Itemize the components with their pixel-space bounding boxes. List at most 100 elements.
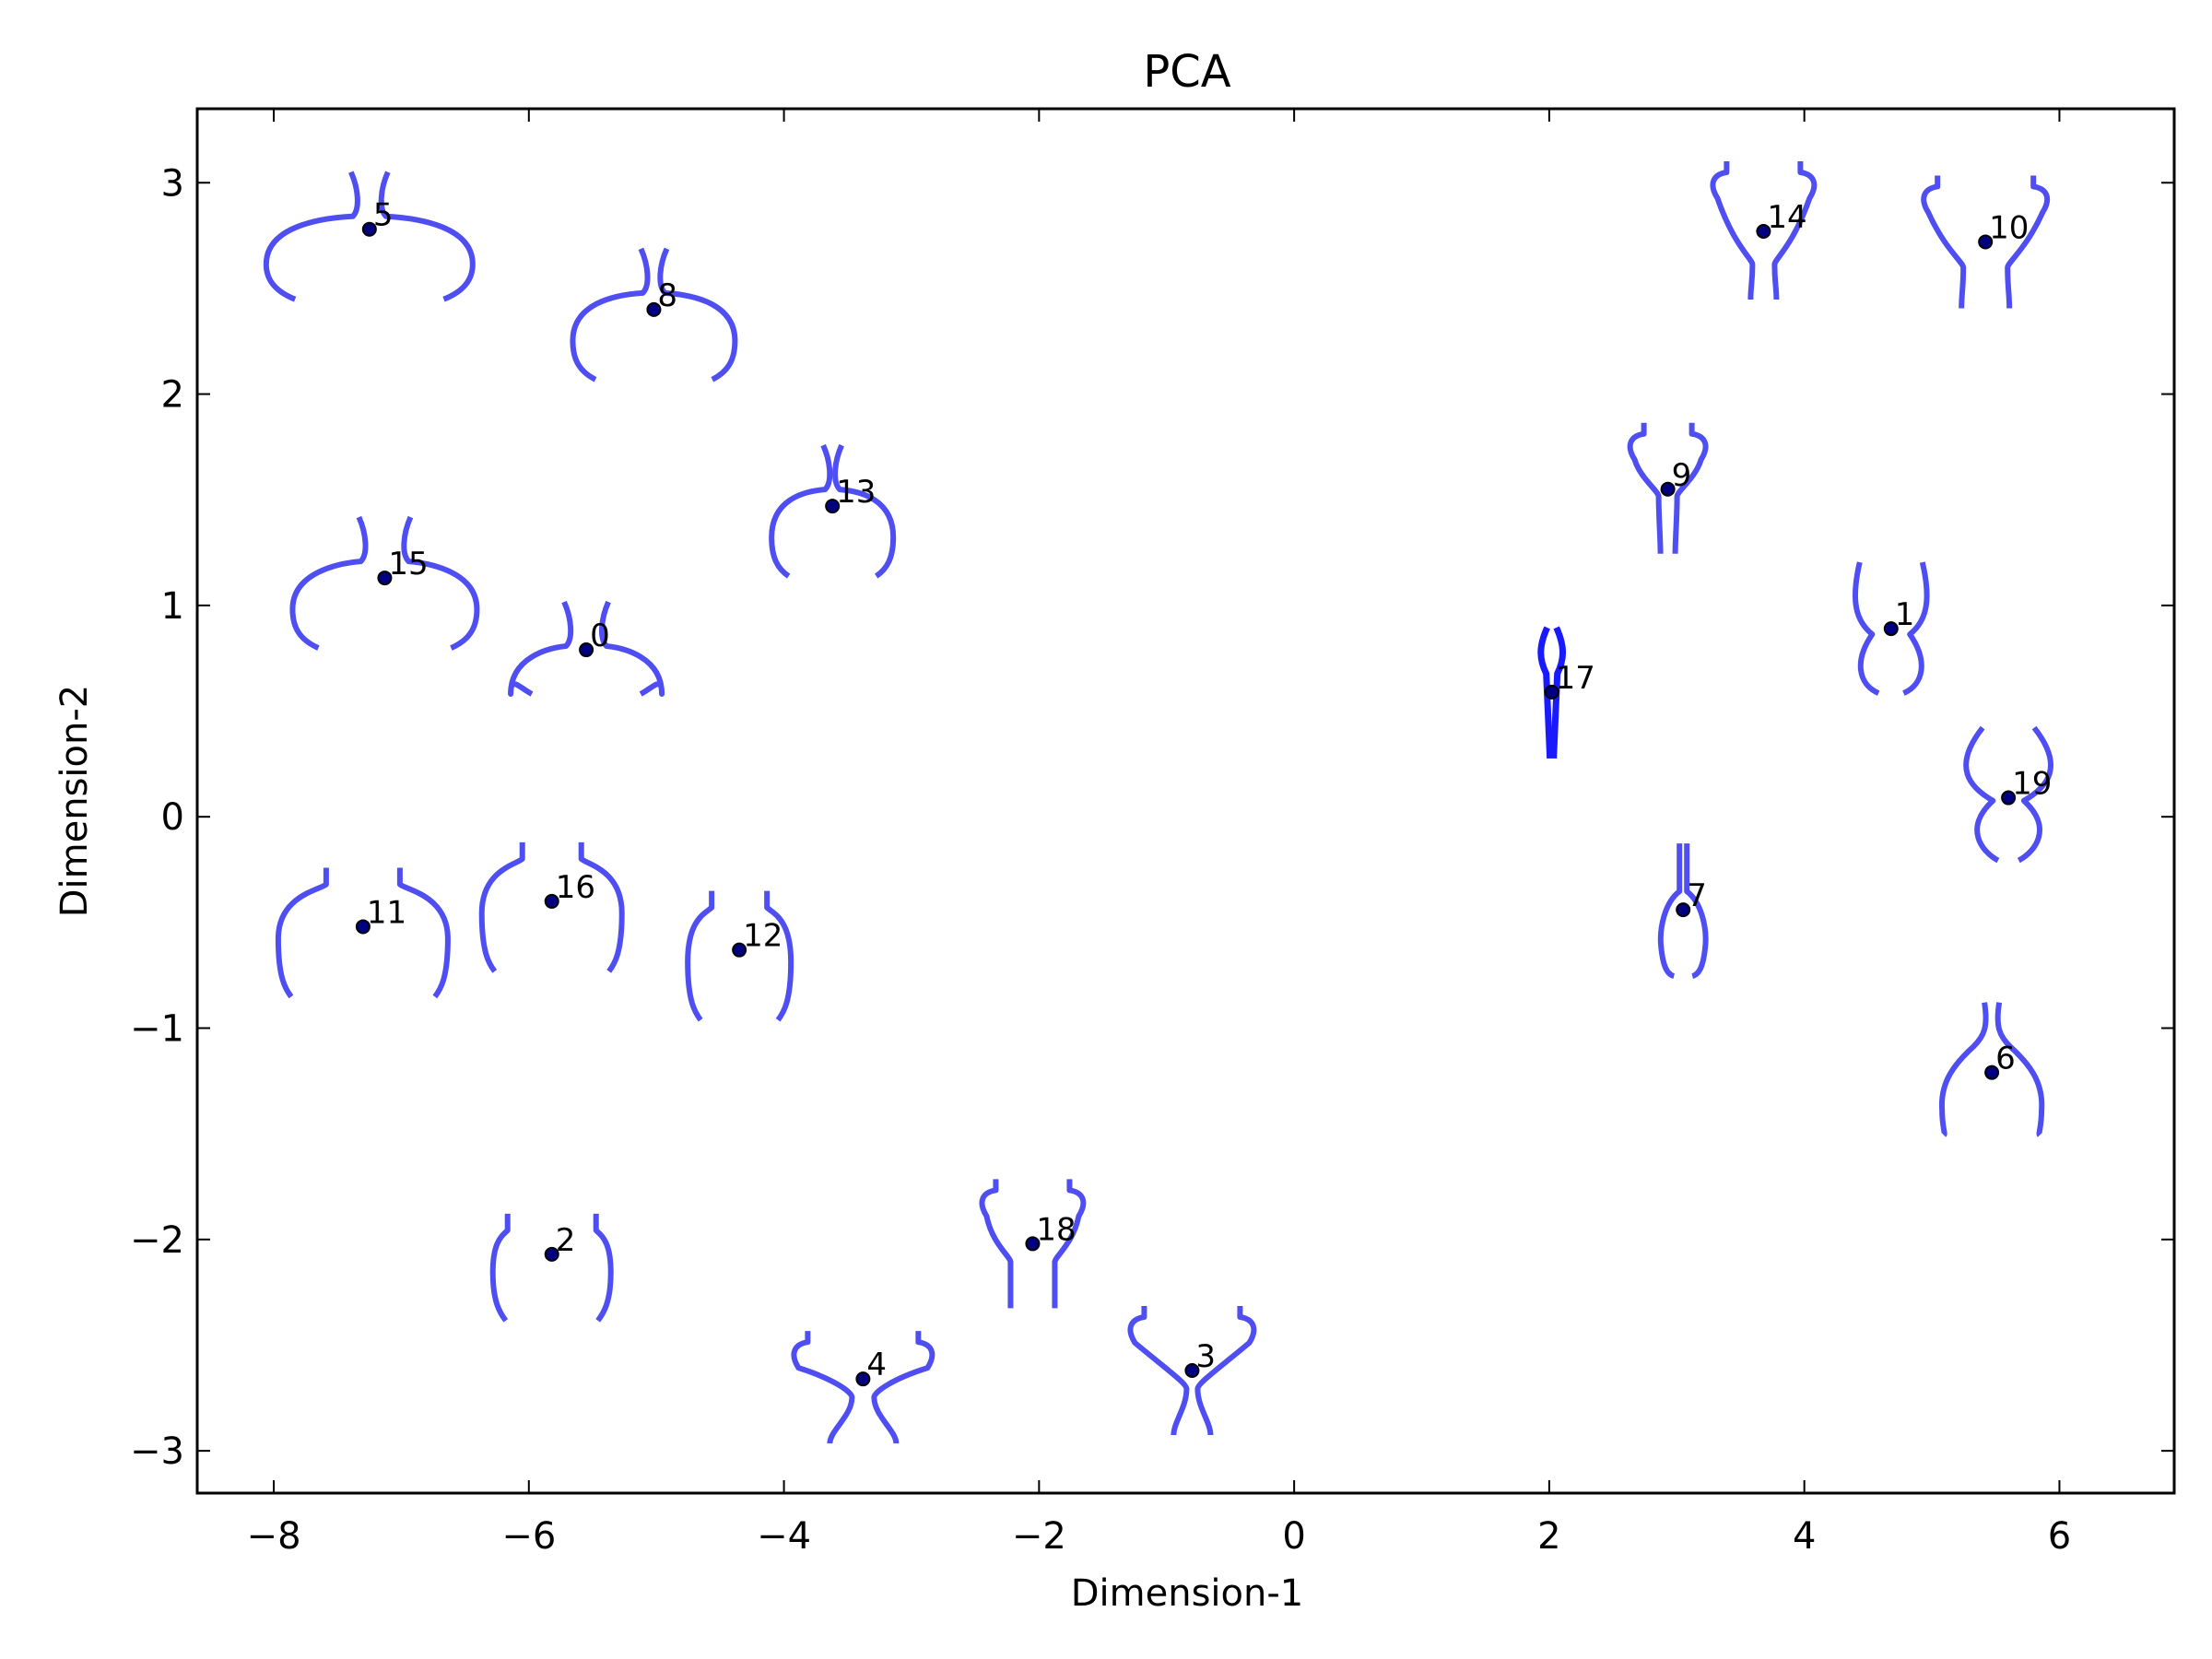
data-point-19 — [2001, 790, 2017, 806]
glyph-stroke — [1550, 626, 1567, 759]
glyph-stroke — [1994, 1002, 2045, 1137]
y-tick-label: 2 — [161, 374, 184, 417]
glyph-stroke — [1710, 161, 1756, 300]
glyph-layer — [263, 161, 2054, 1444]
data-point-11 — [355, 919, 371, 935]
y-tick-label: −1 — [130, 1008, 184, 1051]
glyph-stroke — [289, 515, 369, 651]
glyph-stroke — [685, 890, 715, 1022]
glyph-stroke — [657, 247, 738, 382]
data-point-9 — [1660, 481, 1676, 497]
x-axis-label: Dimension-1 — [1071, 1572, 1304, 1615]
data-point-16 — [544, 893, 559, 909]
glyph-stroke — [2005, 175, 2051, 309]
glyph-14 — [1710, 161, 1818, 300]
data-point-4 — [855, 1371, 871, 1387]
data-point-3 — [1184, 1362, 1200, 1378]
glyph-stroke — [1194, 1305, 1257, 1436]
glyph-11 — [275, 867, 451, 999]
glyph-stroke — [1127, 1305, 1190, 1436]
y-tick-label: 3 — [161, 162, 184, 205]
glyph-stroke — [979, 1179, 1014, 1309]
glyph-1 — [1852, 561, 1930, 696]
point-label-19: 19 — [2012, 766, 2052, 803]
glyph-stroke — [769, 443, 833, 579]
point-label-16: 16 — [556, 869, 595, 906]
glyph-stroke — [1852, 561, 1880, 696]
glyph-16 — [478, 841, 625, 973]
data-point-1 — [1883, 621, 1899, 637]
x-tick-label: 2 — [1537, 1515, 1560, 1558]
glyph-stroke — [1939, 1002, 1989, 1137]
y-tick-label: 1 — [161, 585, 184, 628]
point-label-4: 4 — [866, 1347, 887, 1383]
point-label-15: 15 — [388, 546, 428, 582]
point-label-17: 17 — [1556, 660, 1595, 697]
x-tick-label: −6 — [501, 1515, 556, 1558]
glyph-stroke — [1627, 422, 1664, 554]
data-point-6 — [1984, 1065, 2000, 1080]
data-point-0 — [579, 642, 594, 658]
glyph-stroke — [378, 171, 476, 302]
glyph-stroke — [1537, 626, 1554, 759]
glyph-8 — [570, 247, 738, 382]
glyph-stroke — [871, 1331, 935, 1444]
glyph-stroke — [396, 867, 451, 999]
point-label-0: 0 — [590, 618, 610, 654]
point-label-13: 13 — [836, 474, 876, 511]
x-tick-label: −4 — [757, 1515, 811, 1558]
glyph-stroke — [599, 600, 665, 698]
point-label-5: 5 — [373, 197, 394, 234]
data-point-8 — [646, 301, 662, 317]
glyph-stroke — [263, 171, 360, 302]
glyph-stroke — [578, 841, 625, 973]
glyph-stroke — [1901, 561, 1930, 696]
glyph-12 — [685, 890, 794, 1022]
data-point-13 — [825, 499, 841, 514]
y-tick-label: −2 — [130, 1219, 184, 1262]
glyph-stroke — [489, 1213, 511, 1323]
point-label-1: 1 — [1895, 596, 1915, 633]
point-label-10: 10 — [1989, 209, 2029, 246]
point-label-9: 9 — [1672, 457, 1692, 494]
glyph-3 — [1127, 1305, 1257, 1436]
data-point-18 — [1025, 1236, 1041, 1252]
glyph-stroke — [764, 890, 794, 1022]
data-point-7 — [1676, 902, 1691, 918]
x-tick-label: −2 — [1012, 1515, 1066, 1558]
chart-title: PCA — [1143, 46, 1230, 98]
y-axis-label: Dimension-2 — [53, 685, 96, 918]
point-label-3: 3 — [1195, 1338, 1216, 1375]
glyph-stroke — [1963, 725, 2000, 864]
data-point-14 — [1756, 224, 1771, 240]
data-point-5 — [361, 221, 377, 237]
point-label-7: 7 — [1687, 877, 1707, 914]
x-tick-label: 0 — [1282, 1515, 1305, 1558]
glyph-7 — [1657, 843, 1709, 980]
point-label-8: 8 — [657, 277, 677, 314]
glyph-17 — [1537, 626, 1567, 759]
glyph-stroke — [832, 443, 897, 579]
glyph-10 — [1921, 175, 2051, 309]
x-tick-label: 6 — [2048, 1515, 2071, 1558]
data-point-15 — [377, 571, 393, 586]
glyph-stroke — [508, 600, 574, 698]
glyph-18 — [979, 1179, 1087, 1309]
glyph-15 — [289, 515, 480, 651]
y-tick-label: −3 — [130, 1430, 184, 1473]
point-label-11: 11 — [367, 894, 406, 931]
glyph-stroke — [570, 247, 651, 382]
point-label-2: 2 — [556, 1222, 576, 1259]
glyph-13 — [769, 443, 897, 579]
x-tick-label: −8 — [247, 1515, 301, 1558]
y-tick-label: 0 — [161, 796, 184, 839]
glyph-stroke — [791, 1331, 855, 1444]
plot-frame — [195, 107, 2176, 1495]
point-label-12: 12 — [743, 918, 782, 955]
glyph-stroke — [1657, 843, 1683, 980]
glyph-stroke — [478, 841, 525, 973]
point-label-18: 18 — [1036, 1211, 1076, 1248]
glyph-0 — [508, 600, 665, 698]
